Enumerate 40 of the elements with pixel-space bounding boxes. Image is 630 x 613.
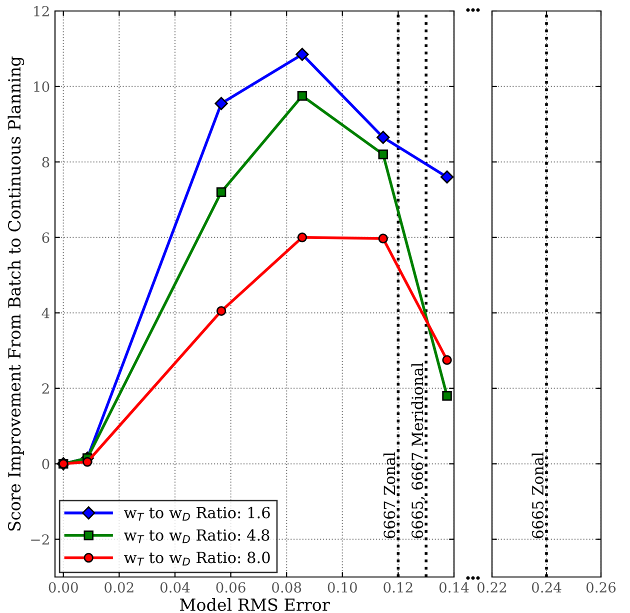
x-tick-label: 0.08: [272, 582, 302, 593]
x-tick-label: 0.22: [477, 582, 506, 593]
point: [440, 170, 454, 184]
point: [297, 232, 308, 242]
x-tick-label: 0.06: [216, 582, 246, 593]
y-tick-label: 2: [42, 383, 49, 394]
x-tick-label: 0.10: [328, 582, 357, 593]
point: [297, 91, 308, 101]
point: [296, 48, 309, 61]
ref-line-label: 6667 Zonal: [383, 452, 396, 538]
point: [82, 457, 92, 467]
y-tick-label: 10: [34, 81, 50, 92]
legend-label: w$_{T}$ to w$_{D}$ Ratio: 8.0: [124, 552, 270, 566]
point: [376, 130, 390, 144]
x-tick-label: 0.00: [48, 582, 78, 593]
point: [442, 355, 452, 365]
x-tick-label: 0.14: [439, 582, 469, 593]
y-tick-label: 4: [42, 308, 50, 318]
x-tick-label: 0.26: [586, 582, 616, 593]
ref-line-label: 6665, 6667 Meridional: [411, 362, 425, 538]
y-tick-label: 6: [42, 232, 50, 243]
y-tick-label: 8: [42, 156, 50, 168]
point: [442, 391, 452, 401]
y-tick-label: 12: [34, 6, 49, 16]
point: [378, 150, 388, 160]
x-tick-label: 0.24: [532, 582, 562, 593]
y-tick-label: 0: [42, 458, 50, 470]
y-tick-label: −2: [31, 534, 49, 545]
legend-label: w$_{T}$ to w$_{D}$ Ratio: 4.8: [124, 529, 270, 544]
legend-label: w$_{T}$ to w$_{D}$ Ratio: 1.6: [124, 506, 270, 521]
ref-line-label: 6665 Zonal: [532, 452, 544, 538]
point: [378, 234, 388, 244]
point: [214, 96, 228, 110]
x-tick-label: 0.02: [104, 582, 134, 593]
y-axis-title: Score Improvement From Batch to Continuous Planning: [8, 56, 24, 531]
point: [216, 306, 226, 316]
x-tick-label: 0.04: [160, 582, 190, 593]
x-axis-title: Model RMS Error: [180, 598, 330, 611]
x-tick-label: 0.12: [384, 582, 412, 593]
point: [216, 187, 226, 197]
